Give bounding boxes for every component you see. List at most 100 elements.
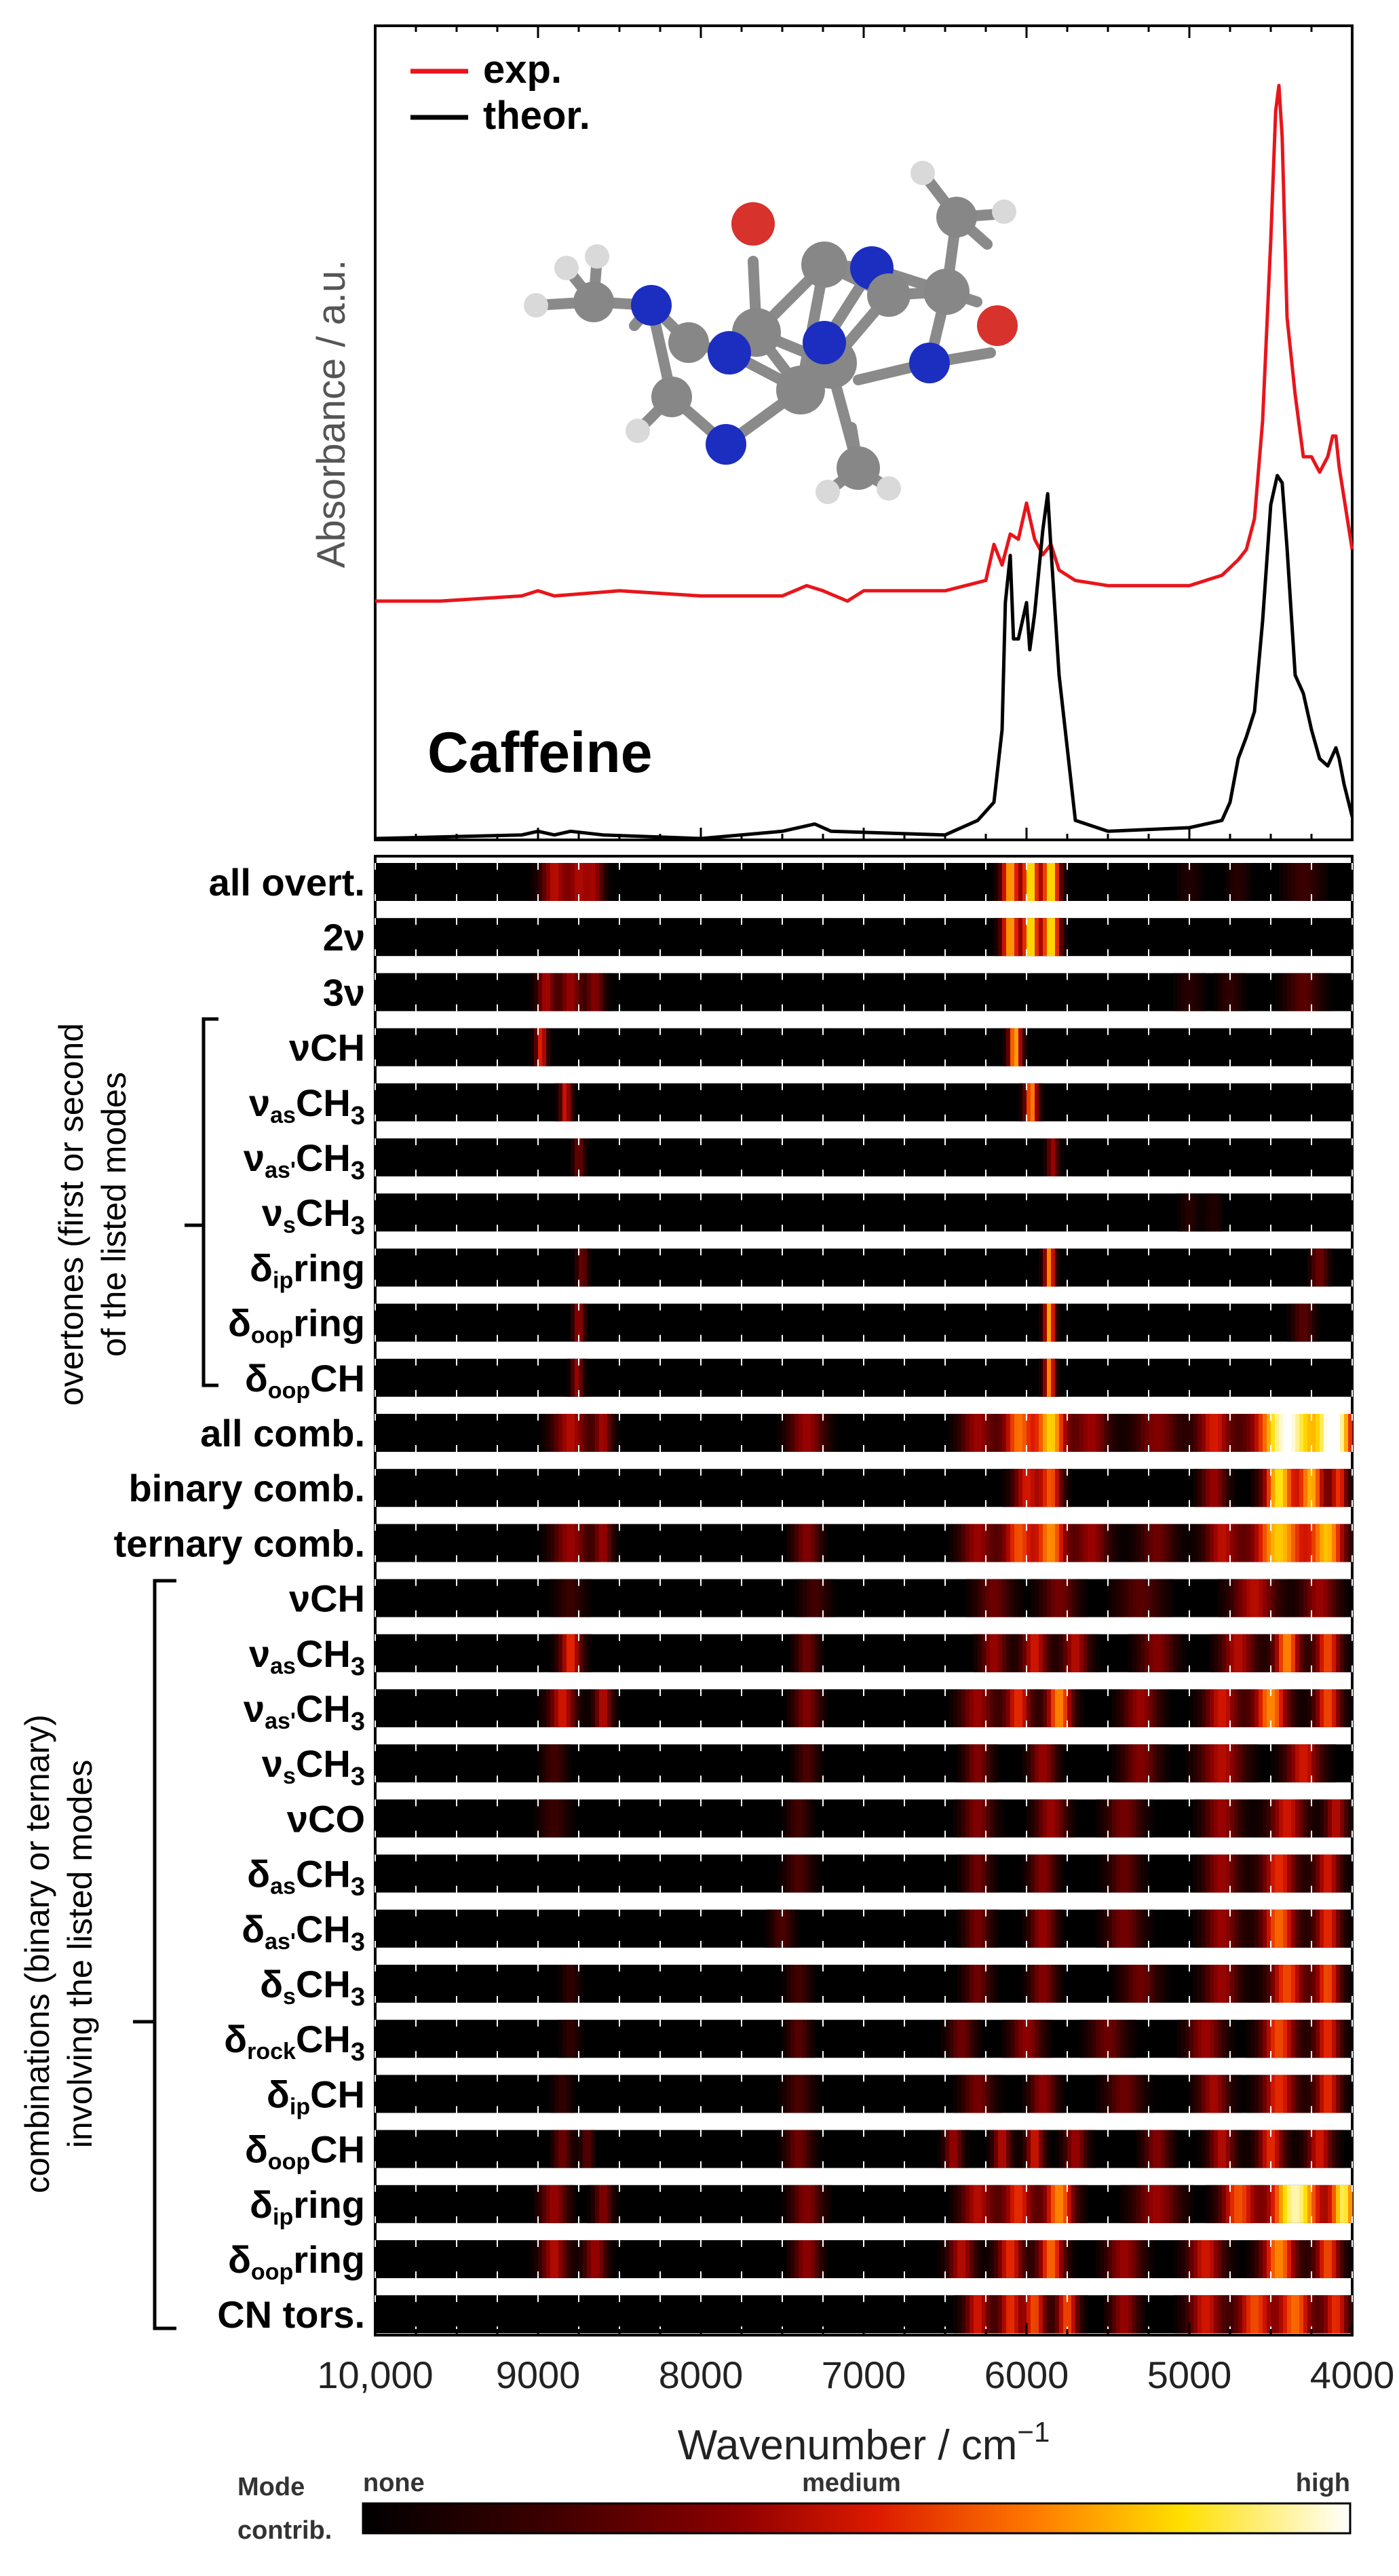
heatmap-cell <box>1100 2075 1105 2113</box>
heatmap-cell <box>1226 1909 1231 1948</box>
heatmap-cell <box>1348 1854 1353 1893</box>
heatmap-cell <box>799 1579 803 1617</box>
heatmap-cell <box>1002 1634 1007 1672</box>
heatmap-cell <box>1027 1854 1031 1893</box>
heatmap-cell <box>1324 973 1328 1012</box>
heatmap-cell <box>1039 1303 1043 1342</box>
heatmap-cell <box>1332 1524 1337 1562</box>
heatmap-cell <box>1039 1634 1043 1672</box>
heatmap-cell <box>1344 2295 1349 2334</box>
row-label-mode: ring <box>293 1246 365 1289</box>
heatmap-cell <box>1320 1799 1324 1838</box>
heatmap-cell <box>1250 2185 1255 2223</box>
heatmap-row <box>375 973 1353 1012</box>
row-label: δoopCH <box>245 1357 365 1404</box>
heatmap-cell <box>1332 2130 1337 2168</box>
heatmap-cell <box>965 1909 970 1948</box>
heatmap-cell <box>782 1414 787 1452</box>
heatmap-cell <box>571 1689 575 1727</box>
heatmap-cell <box>961 2185 966 2223</box>
heatmap-cell <box>953 2185 958 2223</box>
heatmap-cell <box>1234 1799 1239 1838</box>
heatmap-cell <box>819 1744 824 1783</box>
heatmap-cell <box>550 2185 555 2223</box>
heatmap-cell <box>1035 918 1039 957</box>
heatmap-cell <box>1222 1579 1227 1617</box>
heatmap-cell <box>949 1689 954 1727</box>
heatmap-cell <box>1014 1689 1019 1727</box>
heatmap-cell <box>1267 2240 1271 2278</box>
heatmap-cell <box>1299 2240 1304 2278</box>
heatmap-cell <box>778 1854 783 1893</box>
heatmap-cell <box>1165 1524 1170 1562</box>
heatmap-cell <box>1120 2185 1125 2223</box>
heatmap-cell <box>571 1083 575 1121</box>
heatmap-cell <box>1039 1469 1043 1507</box>
heatmap-cell <box>1010 1028 1015 1066</box>
heatmap-cell <box>550 1799 555 1838</box>
heatmap-cell <box>1283 1744 1288 1783</box>
heatmap-cell <box>819 2185 824 2223</box>
row-label: δipring <box>250 1246 365 1293</box>
heatmap-cell <box>1234 1414 1239 1452</box>
row-label-mode: CH <box>296 1908 351 1950</box>
heatmap-cell <box>974 2020 978 2058</box>
heatmap-cell <box>1124 1965 1129 2003</box>
heatmap-cell <box>957 1799 962 1838</box>
heatmap-cell <box>1059 1138 1064 1176</box>
heatmap-cell <box>1018 2130 1023 2168</box>
heatmap-cell <box>1275 1469 1280 1507</box>
heatmap-cell <box>1059 863 1064 901</box>
heatmap-cell <box>1047 1248 1052 1287</box>
heatmap-cell <box>1279 1965 1284 2003</box>
heatmap-cell <box>1141 1524 1145 1562</box>
heatmap-cell <box>534 2185 539 2223</box>
heatmap-cell <box>1100 2240 1105 2278</box>
heatmap-cell <box>1035 1414 1039 1452</box>
heatmap-cell <box>1197 2130 1202 2168</box>
heatmap-cell <box>1197 2295 1202 2334</box>
heatmap-cell <box>1132 2075 1137 2113</box>
heatmap-cell <box>1177 973 1182 1012</box>
heatmap-cell <box>957 2075 962 2113</box>
heatmap-cell <box>1010 918 1015 957</box>
row-label-main: ternary comb. <box>114 1522 365 1564</box>
row-label-sub: as <box>270 1102 296 1128</box>
heatmap-row <box>375 2185 1353 2223</box>
heatmap-cell <box>1250 1744 1255 1783</box>
heatmap-cell <box>794 1524 799 1562</box>
heatmap-cell <box>1279 1469 1284 1507</box>
heatmap-cell <box>1340 1965 1345 2003</box>
x-tick-label: 10,000 <box>317 2353 433 2396</box>
heatmap-cell <box>595 1414 600 1452</box>
row-label-mode: CH <box>310 1026 365 1069</box>
heatmap-cell <box>1124 1799 1129 1838</box>
heatmap-cell <box>823 1414 828 1452</box>
heatmap-cell <box>811 2185 816 2223</box>
heatmap-cell <box>1092 1634 1096 1672</box>
heatmap-cell <box>1340 1469 1345 1507</box>
heatmap-cell <box>1157 1579 1162 1617</box>
heatmap-cell <box>1254 2130 1259 2168</box>
heatmap-cell <box>1311 2130 1316 2168</box>
colorbar-high-label: high <box>1296 2469 1350 2497</box>
heatmap-cell <box>941 2240 946 2278</box>
heatmap-cell <box>949 2130 954 2168</box>
heatmap-cell <box>1279 2075 1284 2113</box>
heatmap-cell <box>1120 2295 1125 2334</box>
heatmap-cell <box>1283 2075 1288 2113</box>
heatmap-cell <box>1238 1744 1243 1783</box>
heatmap-cell <box>1324 1744 1328 1783</box>
heatmap-cell <box>807 2130 811 2168</box>
row-label-main: ν <box>289 1577 310 1620</box>
heatmap-cell <box>994 1579 999 1617</box>
overtones-group-label-line1: overtones (first or second <box>52 1023 90 1406</box>
heatmap-cell <box>1299 2185 1304 2223</box>
row-label: δipring <box>250 2183 365 2230</box>
heatmap-cell <box>1222 2130 1227 2168</box>
heatmap-cell <box>607 1414 612 1452</box>
heatmap-cell <box>1291 1744 1296 1783</box>
heatmap-cell <box>558 1689 563 1727</box>
heatmap-cell <box>554 1524 559 1562</box>
heatmap-cell <box>1222 1634 1227 1672</box>
